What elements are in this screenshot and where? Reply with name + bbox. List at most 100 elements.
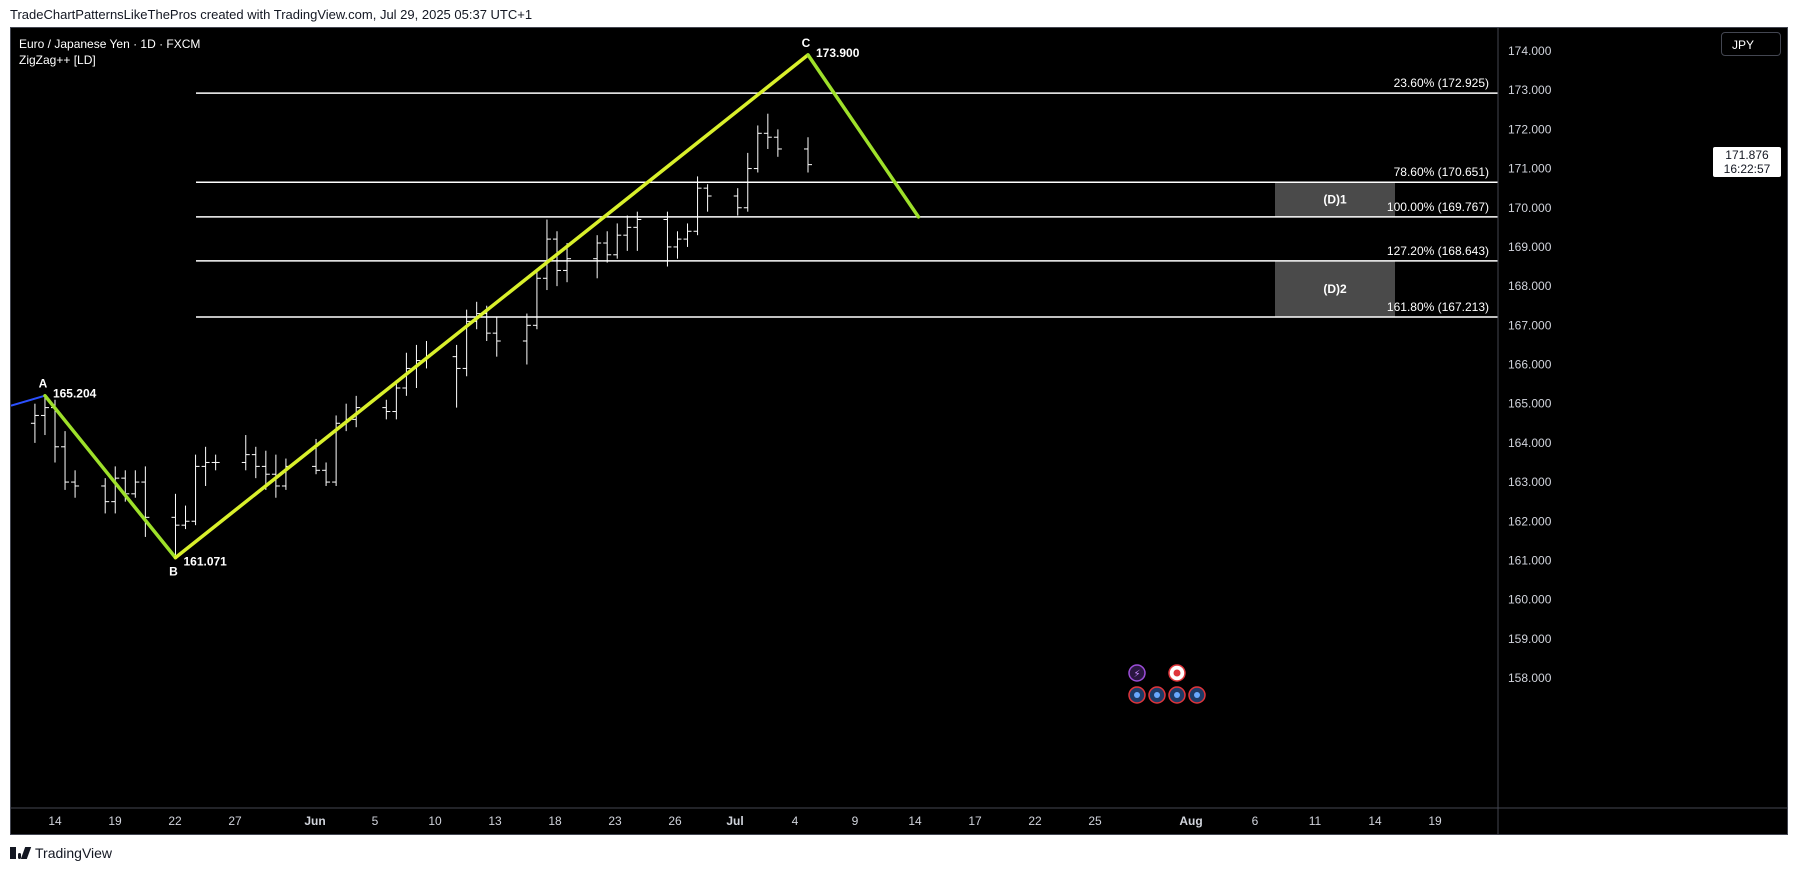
ohlc-bar: [462, 309, 471, 377]
record-dot: [1173, 669, 1181, 677]
ohlc-bar: [593, 235, 602, 279]
target-zone-1: [1275, 182, 1395, 217]
time-tick-label: 19: [108, 814, 122, 828]
indicator-name[interactable]: ZigZag++ [LD]: [19, 53, 96, 67]
fib-level-label: 23.60% (172.925): [1394, 76, 1489, 90]
price-tick-label: 174.000: [1508, 44, 1552, 58]
price-tick-label: 168.000: [1508, 279, 1552, 293]
price-chart[interactable]: (D)1 (D)2 23.60% (172.925) 78.60% (170.651…: [11, 28, 1788, 835]
price-tick-label: 172.000: [1508, 122, 1552, 136]
price-tick-label: 170.000: [1508, 201, 1552, 215]
zigzag-lead-in: [11, 394, 46, 407]
price-tick-label: 162.000: [1508, 514, 1552, 528]
ohlc-bar: [40, 395, 49, 436]
ohlc-bar: [553, 231, 561, 287]
price-tick-label: 167.000: [1508, 318, 1552, 332]
ohlc-bar: [392, 380, 401, 420]
ohlc-bar: [703, 184, 712, 212]
footer-brand-name: TradingView: [35, 845, 113, 861]
time-tick-label: 25: [1088, 814, 1102, 828]
ohlc-bar: [111, 466, 120, 514]
target-zone-2: [1275, 260, 1395, 317]
ohlc-bar: [141, 466, 150, 537]
gear-center: [1154, 692, 1160, 698]
fib-levels: 23.60% (172.925) 78.60% (170.651) 100.00% …: [196, 76, 1498, 318]
ohlc-bar: [773, 129, 782, 157]
ohlc-bar: [693, 176, 702, 236]
ohlc-bar: [211, 454, 220, 471]
ohlc-bar: [71, 470, 80, 498]
symbol-line: Euro / Japanese Yen · 1D · FXCM: [19, 37, 201, 51]
tradingview-logo-icon: [10, 847, 32, 859]
time-tick-label: 10: [428, 814, 442, 828]
ohlc-bar: [804, 137, 812, 173]
ohlc-bar: [753, 125, 762, 173]
price-tick-label: 158.000: [1508, 671, 1552, 685]
ohlc-bar: [542, 219, 551, 291]
ohlc-bar: [613, 223, 622, 259]
zigzag-segment: [806, 53, 921, 219]
time-tick-label: Jun: [304, 814, 325, 828]
fib-level-label: 100.00% (169.767): [1387, 200, 1489, 214]
zone-label: (D)1: [1323, 193, 1347, 207]
price-tick-label: 171.000: [1508, 162, 1552, 176]
time-tick-label: 11: [1309, 814, 1322, 828]
time-tick-label: 22: [1028, 814, 1042, 828]
ohlc-bar: [532, 270, 541, 330]
fib-level-label: 127.20% (168.643): [1387, 244, 1489, 258]
gear-center: [1194, 692, 1200, 698]
price-tick-label: 164.000: [1508, 436, 1552, 450]
ohlc-bar: [342, 403, 351, 432]
ohlc-bar: [623, 215, 632, 251]
ohlc-bar: [563, 243, 572, 283]
ohlc-bar: [663, 211, 672, 267]
ohlc-bar: [322, 462, 331, 486]
zigzag-segment: [43, 393, 178, 560]
time-tick-label: 5: [372, 814, 379, 828]
price-tick-label: 160.000: [1508, 593, 1552, 607]
footer-brand[interactable]: TradingView: [10, 845, 112, 861]
pivot-letter: B: [169, 565, 178, 579]
chart-frame[interactable]: (D)1 (D)2 23.60% (172.925) 78.60% (170.651…: [10, 27, 1788, 835]
price-tick-label: 169.000: [1508, 240, 1552, 254]
last-price-label: 171.876 16:22:57: [1713, 147, 1781, 177]
pivot-price: 165.204: [53, 387, 97, 401]
bar-countdown: 16:22:57: [1723, 162, 1771, 176]
price-tick-label: 165.000: [1508, 397, 1552, 411]
ohlc-bar: [743, 152, 752, 212]
time-tick-label: Jul: [726, 814, 743, 828]
time-tick-label: 14: [1368, 814, 1382, 828]
ohlc-bar: [261, 450, 270, 490]
time-tick-label: 26: [668, 814, 682, 828]
time-tick-label: 9: [852, 814, 859, 828]
time-tick-label: 17: [968, 814, 982, 828]
time-tick-label: 23: [608, 814, 622, 828]
price-tick-label: 161.000: [1508, 553, 1552, 567]
ohlc-bar: [131, 470, 140, 498]
price-tick-label: 163.000: [1508, 475, 1552, 489]
currency-button[interactable]: JPY: [1721, 32, 1781, 56]
time-tick-label: 14: [48, 814, 62, 828]
ohlc-bar: [733, 188, 742, 216]
time-tick-label: 14: [908, 814, 922, 828]
zone-label: (D)2: [1323, 282, 1347, 296]
pivot-letter: C: [802, 36, 811, 50]
ohlc-bar: [171, 493, 180, 557]
gear-center: [1134, 692, 1140, 698]
last-price: 171.876: [1725, 148, 1769, 162]
ohlc-bar: [763, 113, 772, 149]
ohlc-bar: [181, 505, 190, 530]
ohlc-bar: [241, 435, 250, 471]
chart-caption: TradeChartPatternsLikeThePros created wi…: [10, 7, 533, 22]
zigzag-segment: [173, 53, 810, 560]
ohlc-bar: [382, 399, 391, 420]
time-tick-label: 4: [792, 814, 799, 828]
time-tick-label: Aug: [1179, 814, 1202, 828]
ohlc-bar: [522, 313, 531, 365]
ohlc-bar: [492, 317, 501, 357]
ohlc-bar: [352, 395, 361, 428]
time-tick-label: 18: [548, 814, 562, 828]
ohlc-bar: [101, 478, 110, 514]
ohlc-bar: [251, 446, 260, 479]
ohlc-bar: [603, 231, 612, 263]
